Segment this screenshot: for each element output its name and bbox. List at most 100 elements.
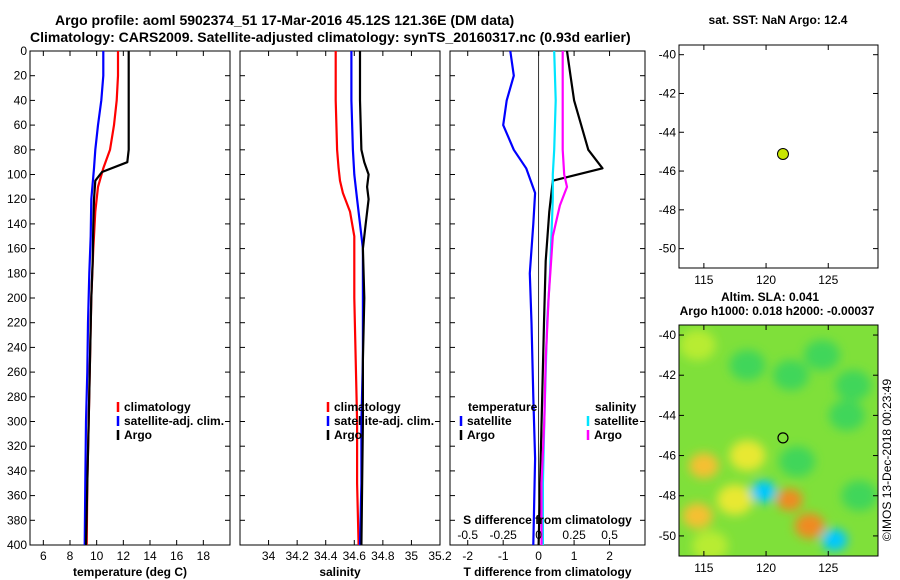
sla-cell bbox=[716, 484, 753, 516]
map-y-tick-label: -44 bbox=[659, 408, 677, 422]
y-tick-label: 160 bbox=[7, 242, 27, 256]
map-y-tick-label: -48 bbox=[659, 203, 677, 217]
argo-location-marker bbox=[777, 432, 789, 444]
salinity-diff-label: S difference from climatology bbox=[463, 513, 632, 527]
sla-cell bbox=[835, 369, 872, 401]
legend-label: climatology bbox=[334, 400, 401, 414]
x-tick-label: 10 bbox=[90, 549, 104, 563]
x-tick-label: 34.2 bbox=[285, 549, 309, 563]
x-tick-label: 35.2 bbox=[428, 549, 452, 563]
sla-map-title-2: Argo h1000: 0.018 h2000: -0.00037 bbox=[680, 304, 875, 318]
map-y-tick-label: -44 bbox=[659, 125, 677, 139]
map-x-tick-label: 115 bbox=[694, 273, 713, 287]
sla-cell bbox=[729, 349, 766, 381]
y-tick-label: 400 bbox=[7, 538, 27, 552]
sla-cell bbox=[750, 480, 777, 503]
y-tick-label: 260 bbox=[7, 365, 27, 379]
y-tick-label: 280 bbox=[7, 390, 27, 404]
sla-map-title-1: Altim. SLA: 0.041 bbox=[721, 290, 819, 304]
sla-cell bbox=[804, 339, 841, 371]
x-tick-label: 34.4 bbox=[314, 549, 338, 563]
map-y-tick-label: -50 bbox=[659, 529, 677, 543]
legend-label: satellite bbox=[467, 414, 512, 428]
sla-heat bbox=[679, 325, 878, 556]
temperature-panel: 0 20 40 60 80 100 120 140 160 180 200 220 240 260 280 3… bbox=[7, 44, 231, 579]
x-tick-label: 34 bbox=[262, 549, 276, 563]
map-y-tick-label: -42 bbox=[659, 368, 677, 382]
y-tick-label: 140 bbox=[7, 217, 27, 231]
x-tick-label: 34.6 bbox=[343, 549, 367, 563]
salinity-diff-tick-label: 0 bbox=[535, 528, 542, 542]
series-argo bbox=[358, 51, 370, 546]
x-tick-label: 2 bbox=[606, 549, 613, 563]
map-x-tick-label: 120 bbox=[756, 273, 776, 287]
y-tick-label: 20 bbox=[14, 69, 28, 83]
series-temperature-satellite bbox=[502, 50, 537, 546]
y-tick-label: 0 bbox=[20, 44, 27, 58]
x-tick-label: 16 bbox=[170, 549, 184, 563]
sla-cell bbox=[841, 480, 878, 512]
y-tick-label: 120 bbox=[7, 192, 27, 206]
legend-title-salinity: salinity bbox=[595, 400, 637, 414]
y-tick-label: 200 bbox=[7, 291, 27, 305]
legend-label: satellite bbox=[594, 414, 639, 428]
x-tick-label: 0 bbox=[535, 549, 542, 563]
salinity-diff-tick-label: 0.25 bbox=[562, 528, 586, 542]
series-argo bbox=[84, 51, 130, 546]
series-satellite-adj-clim- bbox=[83, 51, 105, 546]
axes-frame bbox=[239, 50, 441, 546]
legend-label: Argo bbox=[467, 428, 495, 442]
map-frame bbox=[678, 324, 879, 557]
x-tick-label: -1 bbox=[498, 549, 509, 563]
map-y-tick-label: -40 bbox=[659, 328, 677, 342]
x-tick-label: 14 bbox=[143, 549, 157, 563]
x-tick-label: 6 bbox=[40, 549, 47, 563]
sla-cell bbox=[688, 452, 719, 479]
map-y-tick-label: -42 bbox=[659, 86, 677, 100]
series-salinity-argo bbox=[540, 51, 569, 545]
imos-watermark: ©IMOS 13-Dec-2018 00:23:49 bbox=[880, 379, 894, 542]
series-climatology bbox=[334, 51, 360, 546]
y-tick-label: 60 bbox=[14, 118, 28, 132]
y-tick-label: 300 bbox=[7, 415, 27, 429]
sla-cell bbox=[794, 513, 825, 539]
map-y-tick-label: -50 bbox=[659, 242, 677, 256]
x-tick-label: 34.8 bbox=[371, 549, 395, 563]
y-tick-label: 100 bbox=[7, 168, 27, 182]
difference-panel: -2 -1 0 1 2 T difference from climatology temp… bbox=[449, 50, 646, 579]
legend-label: Argo bbox=[124, 428, 152, 442]
salinity-panel: 34 34.2 34.4 34.6 34.8 35 35.2 salinity climatol… bbox=[239, 50, 452, 579]
legend-title-temperature: temperature bbox=[468, 400, 538, 414]
x-axis-label: temperature (deg C) bbox=[73, 565, 187, 579]
x-tick-label: 12 bbox=[117, 549, 131, 563]
map-y-tick-label: -46 bbox=[659, 449, 677, 463]
sla-cell bbox=[692, 530, 729, 556]
x-tick-label: 35 bbox=[405, 549, 419, 563]
y-tick-label: 240 bbox=[7, 340, 27, 354]
x-axis-label: T difference from climatology bbox=[463, 565, 631, 579]
title-line-1: Argo profile: aoml 5902374_51 17-Mar-201… bbox=[55, 12, 514, 28]
legend-label: Argo bbox=[594, 428, 622, 442]
axes-frame bbox=[29, 50, 231, 546]
sla-cell bbox=[821, 528, 848, 551]
series-satellite-adj-clim- bbox=[350, 51, 364, 546]
argo-location-marker bbox=[776, 147, 789, 160]
map-x-tick-label: 115 bbox=[694, 561, 713, 575]
legend-label: satellite-adj. clim. bbox=[124, 414, 224, 428]
x-tick-label: 18 bbox=[197, 549, 211, 563]
sla-cell bbox=[828, 400, 865, 431]
salinity-diff-tick-label: -0.5 bbox=[457, 528, 478, 542]
y-tick-label: 340 bbox=[7, 464, 27, 478]
x-tick-label: 1 bbox=[571, 549, 578, 563]
sla-cell bbox=[682, 503, 713, 529]
sla-cell bbox=[729, 440, 766, 471]
sst-map: -40 -42 -44 -46 -48 -50 115 120 125 sat. SST: NaN… bbox=[659, 13, 879, 287]
map-frame bbox=[678, 44, 879, 269]
y-tick-label: 40 bbox=[14, 93, 28, 107]
y-tick-label: 360 bbox=[7, 489, 27, 503]
y-tick-label: 380 bbox=[7, 513, 27, 527]
x-tick-label: -2 bbox=[462, 549, 473, 563]
sla-blobs bbox=[679, 329, 878, 556]
